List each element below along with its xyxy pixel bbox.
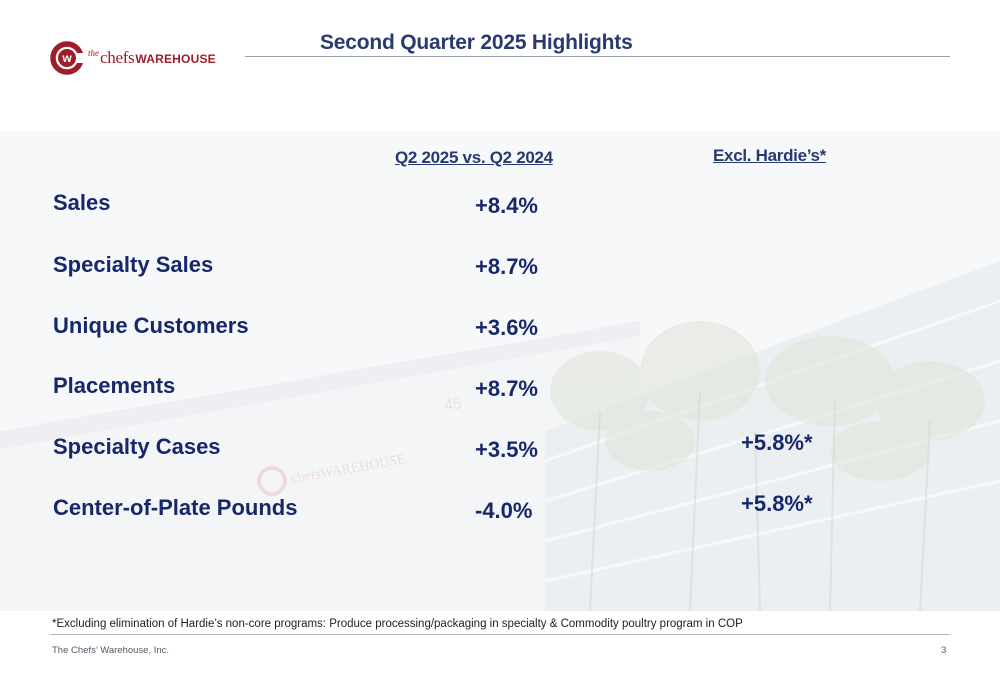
- logo-warehouse-text: WAREHOUSE: [135, 52, 216, 66]
- metric-label-unique-customers: Unique Customers: [53, 313, 249, 338]
- svg-text:w: w: [61, 51, 72, 65]
- footnote: *Excluding elimination of Hardie’s non-c…: [52, 618, 743, 630]
- metric-value-unique-customers: +3.6%: [475, 315, 538, 340]
- metric-label-specialty-sales: Specialty Sales: [53, 252, 214, 277]
- metric-excl-center-of-plate-pounds: +5.8%*: [741, 491, 813, 516]
- metric-value-specialty-cases: +3.5%: [475, 437, 538, 462]
- logo-mark-icon: w: [50, 41, 86, 75]
- slide-title: Second Quarter 2025 Highlights: [320, 31, 633, 54]
- metric-value-specialty-sales: +8.7%: [475, 254, 538, 279]
- page-number: 3: [941, 645, 947, 656]
- metric-label-placements: Placements: [53, 373, 176, 398]
- metric-label-sales: Sales: [53, 190, 111, 215]
- footer-divider: [50, 634, 950, 635]
- metric-label-specialty-cases: Specialty Cases: [53, 434, 221, 459]
- logo-the-text: the: [88, 48, 99, 58]
- title-divider: [245, 56, 950, 57]
- column-heading-excl-hardies: Excl. Hardie’s*: [713, 146, 826, 165]
- company-logo: w the chefs WAREHOUSE: [50, 39, 216, 77]
- metric-value-center-of-plate-pounds: -4.0%: [475, 498, 533, 523]
- footer-company-name: The Chefs’ Warehouse, Inc.: [52, 645, 170, 656]
- column-heading-yoy: Q2 2025 vs. Q2 2024: [395, 148, 553, 167]
- metric-label-center-of-plate-pounds: Center-of-Plate Pounds: [53, 495, 298, 520]
- metric-value-sales: +8.4%: [475, 193, 538, 218]
- metric-excl-specialty-cases: +5.8%*: [741, 430, 813, 455]
- logo-chefs-text: chefs: [100, 48, 135, 67]
- metric-value-placements: +8.7%: [475, 376, 538, 401]
